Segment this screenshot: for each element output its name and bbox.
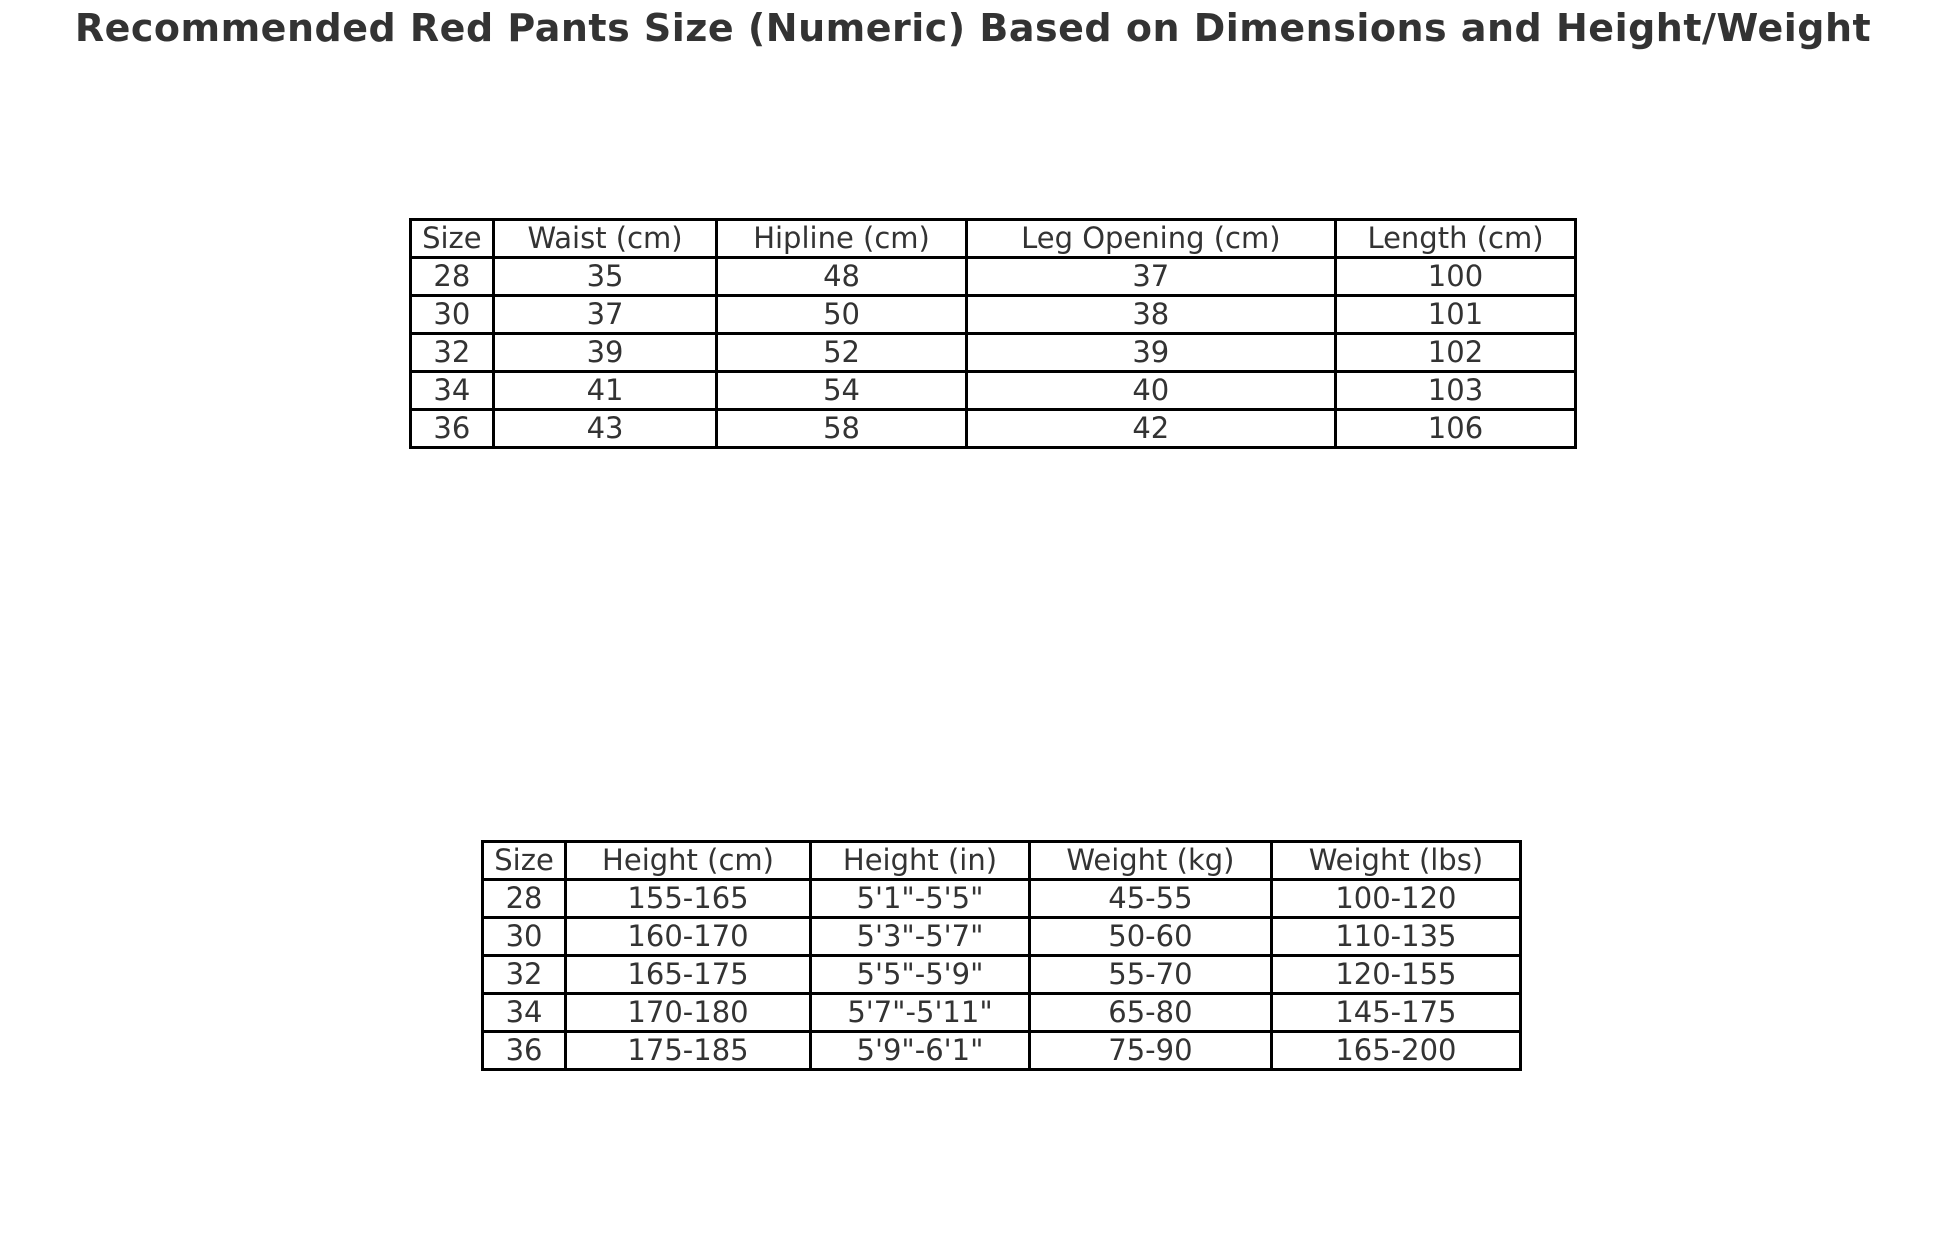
table-cell: 170-180 bbox=[564, 992, 812, 1033]
table-cell: 36 bbox=[480, 1030, 568, 1071]
table-cell: 65-80 bbox=[1028, 992, 1273, 1033]
table-header-row: Size Waist (cm) Hipline (cm) Leg Opening (c… bbox=[409, 218, 1578, 259]
table-row: 36 43 58 42 106 bbox=[409, 408, 1578, 449]
table-cell: 52 bbox=[715, 332, 968, 373]
table-cell: 30 bbox=[409, 294, 495, 335]
table-cell: 42 bbox=[964, 408, 1337, 449]
table-cell: 100 bbox=[1333, 256, 1578, 297]
table-cell: 36 bbox=[409, 408, 495, 449]
column-header: Length (cm) bbox=[1333, 218, 1578, 259]
table-row: 34 41 54 40 103 bbox=[409, 370, 1578, 411]
table-cell: 28 bbox=[409, 256, 495, 297]
table-header-row: Size Height (cm) Height (in) Weight (kg) Wei… bbox=[480, 840, 1523, 881]
column-header: Height (cm) bbox=[564, 840, 812, 881]
table-row: 32 165-175 5'5"-5'9" 55-70 120-155 bbox=[480, 954, 1523, 995]
table-cell: 32 bbox=[409, 332, 495, 373]
table-cell: 55-70 bbox=[1028, 954, 1273, 995]
table-row: 32 39 52 39 102 bbox=[409, 332, 1578, 373]
table-cell: 106 bbox=[1333, 408, 1578, 449]
table-cell: 100-120 bbox=[1269, 878, 1523, 919]
table-cell: 37 bbox=[491, 294, 719, 335]
table-cell: 54 bbox=[715, 370, 968, 411]
table-cell: 103 bbox=[1333, 370, 1578, 411]
column-header: Weight (lbs) bbox=[1269, 840, 1523, 881]
table-row: 36 175-185 5'9"-6'1" 75-90 165-200 bbox=[480, 1030, 1523, 1071]
table-cell: 34 bbox=[409, 370, 495, 411]
table-cell: 50-60 bbox=[1028, 916, 1273, 957]
table-cell: 5'5"-5'9" bbox=[808, 954, 1032, 995]
table-cell: 35 bbox=[491, 256, 719, 297]
column-header: Size bbox=[409, 218, 495, 259]
table-cell: 5'9"-6'1" bbox=[808, 1030, 1032, 1071]
table-cell: 145-175 bbox=[1269, 992, 1523, 1033]
table-cell: 38 bbox=[964, 294, 1337, 335]
table-cell: 40 bbox=[964, 370, 1337, 411]
table-cell: 39 bbox=[964, 332, 1337, 373]
table-cell: 34 bbox=[480, 992, 568, 1033]
column-header: Height (in) bbox=[808, 840, 1032, 881]
table-cell: 155-165 bbox=[564, 878, 812, 919]
table-cell: 48 bbox=[715, 256, 968, 297]
table-cell: 43 bbox=[491, 408, 719, 449]
pants-dimensions-table: Size Waist (cm) Hipline (cm) Leg Opening (c… bbox=[409, 218, 1578, 449]
table-row: 30 160-170 5'3"-5'7" 50-60 110-135 bbox=[480, 916, 1523, 957]
table-row: 34 170-180 5'7"-5'11" 65-80 145-175 bbox=[480, 992, 1523, 1033]
table-cell: 101 bbox=[1333, 294, 1578, 335]
table-cell: 120-155 bbox=[1269, 954, 1523, 995]
table-cell: 165-200 bbox=[1269, 1030, 1523, 1071]
table-cell: 32 bbox=[480, 954, 568, 995]
table-cell: 45-55 bbox=[1028, 878, 1273, 919]
column-header: Weight (kg) bbox=[1028, 840, 1273, 881]
table-cell: 102 bbox=[1333, 332, 1578, 373]
table-row: 28 155-165 5'1"-5'5" 45-55 100-120 bbox=[480, 878, 1523, 919]
height-weight-table: Size Height (cm) Height (in) Weight (kg) Wei… bbox=[480, 840, 1523, 1071]
table-cell: 28 bbox=[480, 878, 568, 919]
table-cell: 5'7"-5'11" bbox=[808, 992, 1032, 1033]
table-cell: 41 bbox=[491, 370, 719, 411]
table-cell: 50 bbox=[715, 294, 968, 335]
column-header: Leg Opening (cm) bbox=[964, 218, 1337, 259]
table-cell: 58 bbox=[715, 408, 968, 449]
table-cell: 175-185 bbox=[564, 1030, 812, 1071]
table-cell: 5'3"-5'7" bbox=[808, 916, 1032, 957]
table-cell: 5'1"-5'5" bbox=[808, 878, 1032, 919]
table-cell: 110-135 bbox=[1269, 916, 1523, 957]
table-cell: 39 bbox=[491, 332, 719, 373]
column-header: Size bbox=[480, 840, 568, 881]
column-header: Waist (cm) bbox=[491, 218, 719, 259]
table-row: 28 35 48 37 100 bbox=[409, 256, 1578, 297]
table-cell: 160-170 bbox=[564, 916, 812, 957]
figure-title: Recommended Red Pants Size (Numeric) Bas… bbox=[74, 6, 1872, 50]
table-cell: 75-90 bbox=[1028, 1030, 1273, 1071]
column-header: Hipline (cm) bbox=[715, 218, 968, 259]
table-cell: 165-175 bbox=[564, 954, 812, 995]
table-cell: 37 bbox=[964, 256, 1337, 297]
table-row: 30 37 50 38 101 bbox=[409, 294, 1578, 335]
table-cell: 30 bbox=[480, 916, 568, 957]
